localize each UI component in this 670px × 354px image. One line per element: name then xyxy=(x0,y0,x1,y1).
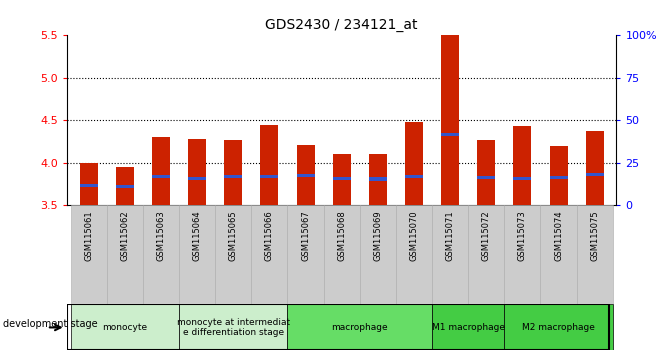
Text: GSM115074: GSM115074 xyxy=(554,210,563,261)
Bar xyxy=(505,304,613,350)
Bar xyxy=(107,205,143,304)
Bar xyxy=(80,184,98,187)
Bar xyxy=(152,175,170,178)
Bar xyxy=(333,177,350,180)
Text: M2 macrophage: M2 macrophage xyxy=(522,323,595,332)
Bar xyxy=(441,133,459,136)
Text: monocyte: monocyte xyxy=(103,323,147,332)
Title: GDS2430 / 234121_at: GDS2430 / 234121_at xyxy=(265,18,418,32)
Bar xyxy=(179,304,287,350)
Text: M1 macrophage: M1 macrophage xyxy=(431,323,505,332)
Bar xyxy=(369,177,387,181)
Bar xyxy=(70,205,107,304)
Bar xyxy=(513,126,531,205)
Text: GSM115071: GSM115071 xyxy=(446,210,455,261)
Bar xyxy=(441,35,459,205)
Bar xyxy=(541,205,577,304)
Text: GSM115073: GSM115073 xyxy=(518,210,527,261)
Bar xyxy=(577,205,613,304)
Bar xyxy=(586,131,604,205)
Bar xyxy=(116,185,134,188)
Bar xyxy=(297,174,315,177)
Bar xyxy=(432,205,468,304)
Bar xyxy=(287,205,324,304)
Bar xyxy=(297,145,315,205)
Text: monocyte at intermediat
e differentiation stage: monocyte at intermediat e differentiatio… xyxy=(177,318,290,337)
Bar xyxy=(586,173,604,176)
Bar xyxy=(477,140,495,205)
Bar xyxy=(369,154,387,205)
Bar xyxy=(549,176,567,179)
Bar xyxy=(215,205,251,304)
Bar xyxy=(224,140,243,205)
Bar xyxy=(152,137,170,205)
Bar xyxy=(143,205,179,304)
Text: GSM115064: GSM115064 xyxy=(192,210,202,261)
Text: GSM115075: GSM115075 xyxy=(590,210,599,261)
Text: GSM115062: GSM115062 xyxy=(121,210,129,261)
Bar xyxy=(261,175,279,178)
Text: macrophage: macrophage xyxy=(332,323,388,332)
Bar xyxy=(432,304,505,350)
Bar xyxy=(405,175,423,178)
Bar xyxy=(324,205,360,304)
Text: GSM115069: GSM115069 xyxy=(373,210,383,261)
Bar xyxy=(116,167,134,205)
Bar xyxy=(70,304,179,350)
Bar xyxy=(188,177,206,180)
Bar xyxy=(549,146,567,205)
Text: GSM115068: GSM115068 xyxy=(337,210,346,261)
Bar xyxy=(179,205,215,304)
Text: development stage: development stage xyxy=(3,319,98,329)
Bar xyxy=(80,163,98,205)
Bar xyxy=(261,125,279,205)
Bar xyxy=(396,205,432,304)
Text: GSM115061: GSM115061 xyxy=(84,210,93,261)
Text: GSM115067: GSM115067 xyxy=(301,210,310,261)
Bar xyxy=(251,205,287,304)
Text: GSM115070: GSM115070 xyxy=(409,210,419,261)
Text: GSM115066: GSM115066 xyxy=(265,210,274,261)
Bar xyxy=(188,139,206,205)
Bar xyxy=(333,154,350,205)
Bar xyxy=(360,205,396,304)
Bar xyxy=(513,177,531,180)
Bar xyxy=(477,176,495,179)
Bar xyxy=(287,304,432,350)
Text: GSM115063: GSM115063 xyxy=(157,210,165,261)
Text: GSM115065: GSM115065 xyxy=(228,210,238,261)
Bar xyxy=(405,122,423,205)
Bar xyxy=(468,205,505,304)
Bar xyxy=(505,205,541,304)
Text: GSM115072: GSM115072 xyxy=(482,210,491,261)
Bar xyxy=(224,175,243,178)
